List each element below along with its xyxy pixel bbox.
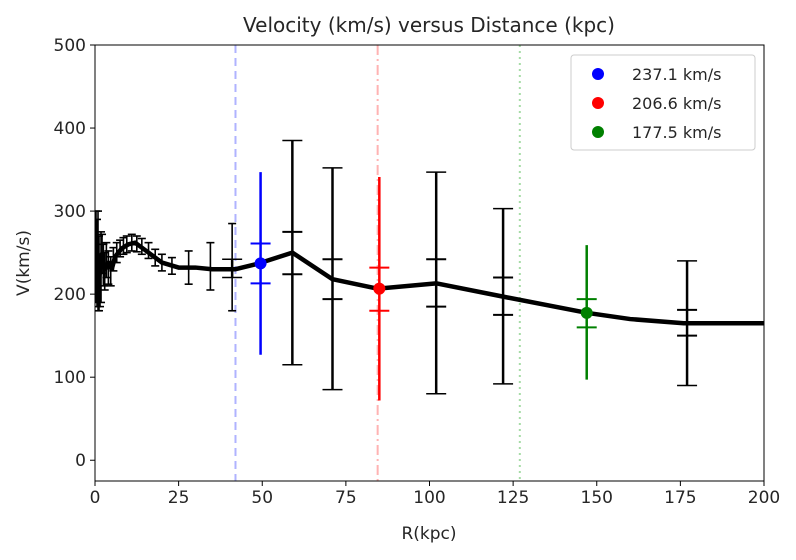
highlight-point-1: [254, 257, 267, 270]
y-tick-label: 0: [75, 451, 86, 471]
highlight-point-2: [373, 282, 386, 295]
x-axis-label: R(kpc): [401, 524, 456, 544]
x-tick-label: 175: [664, 488, 696, 508]
y-tick-label: 200: [54, 285, 86, 305]
x-tick-label: 125: [497, 488, 529, 508]
y-tick-label: 500: [54, 36, 86, 56]
y-axis-label: V(km/s): [14, 230, 34, 296]
x-tick-label: 100: [413, 488, 445, 508]
legend-label-1: 237.1 km/s: [632, 65, 721, 84]
y-tick-label: 300: [54, 202, 86, 222]
legend-marker-2: [592, 97, 604, 109]
x-tick-label: 150: [581, 488, 613, 508]
x-tick-label: 200: [748, 488, 780, 508]
legend-marker-3: [592, 126, 604, 138]
legend: 237.1 km/s 206.6 km/s 177.5 km/s: [570, 54, 756, 151]
x-axis: 0 25 50 75 100 125 150 175 200: [90, 481, 780, 508]
legend-marker-1: [592, 68, 604, 80]
plot-area: [95, 45, 764, 481]
y-tick-label: 100: [54, 368, 86, 388]
x-tick-label: 50: [251, 488, 273, 508]
legend-label-2: 206.6 km/s: [632, 94, 721, 113]
legend-label-3: 177.5 km/s: [632, 123, 721, 142]
x-tick-label: 25: [168, 488, 190, 508]
x-tick-label: 0: [90, 488, 101, 508]
plot-content: [95, 45, 764, 481]
rotation-curve-line: [96, 240, 764, 326]
x-tick-label: 75: [335, 488, 357, 508]
y-axis: 0 100 200 300 400 500: [54, 36, 95, 471]
legend-box: [570, 54, 756, 151]
chart-title: Velocity (km/s) versus Distance (kpc): [243, 13, 615, 37]
highlight-point-3: [580, 306, 593, 319]
y-tick-label: 400: [54, 119, 86, 139]
